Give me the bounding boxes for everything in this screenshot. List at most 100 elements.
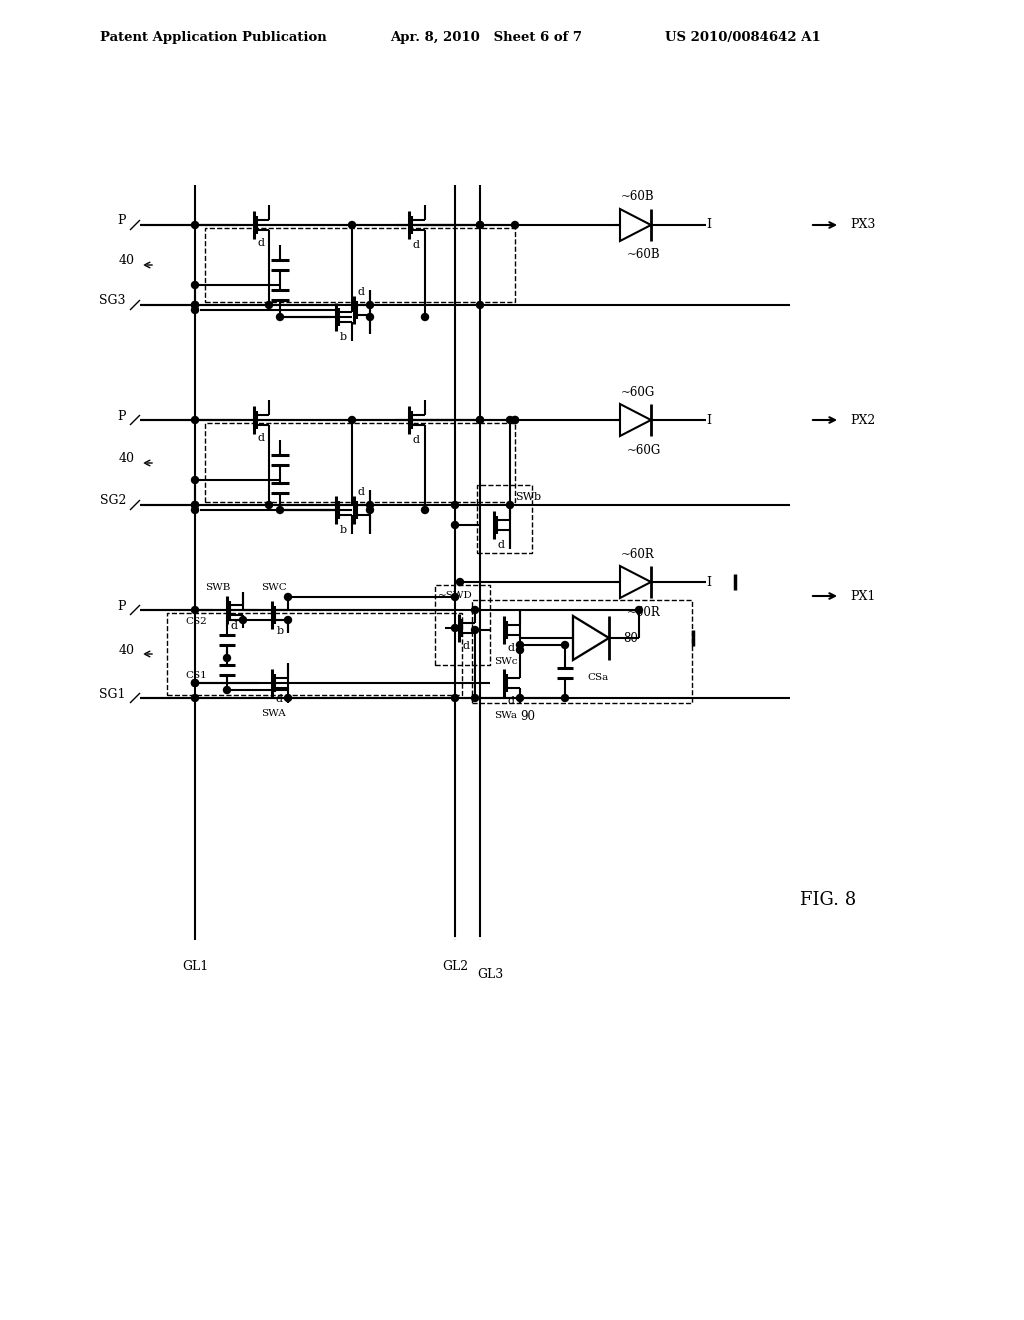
Circle shape [512, 222, 518, 228]
Text: b: b [339, 333, 346, 342]
Circle shape [476, 417, 483, 424]
Text: PX3: PX3 [850, 219, 876, 231]
Circle shape [191, 606, 199, 614]
Circle shape [367, 507, 374, 513]
Circle shape [191, 477, 199, 483]
Circle shape [191, 301, 199, 309]
Text: GL2: GL2 [442, 961, 468, 974]
Circle shape [367, 314, 374, 321]
Bar [205, 228, 515, 302]
Text: ~SWD: ~SWD [437, 591, 472, 601]
Circle shape [507, 502, 513, 508]
Text: I: I [707, 219, 712, 231]
Text: SWA: SWA [261, 709, 287, 718]
Text: ~60R: ~60R [627, 606, 660, 619]
Text: CS2: CS2 [185, 618, 207, 627]
Bar [435, 585, 490, 665]
Text: d: d [508, 696, 514, 706]
Circle shape [561, 694, 568, 701]
Circle shape [452, 694, 459, 701]
Bar [472, 601, 692, 704]
Text: FIG. 8: FIG. 8 [800, 891, 856, 909]
Text: Apr. 8, 2010   Sheet 6 of 7: Apr. 8, 2010 Sheet 6 of 7 [390, 30, 582, 44]
Text: US 2010/0084642 A1: US 2010/0084642 A1 [665, 30, 821, 44]
Circle shape [516, 642, 523, 648]
Circle shape [191, 222, 199, 228]
Text: d: d [357, 487, 365, 498]
Circle shape [452, 594, 459, 601]
Circle shape [265, 301, 272, 309]
Circle shape [452, 521, 459, 528]
Circle shape [276, 314, 284, 321]
Text: d: d [508, 643, 514, 653]
Circle shape [452, 624, 459, 631]
Circle shape [422, 314, 428, 321]
Text: GL1: GL1 [182, 961, 208, 974]
Circle shape [223, 686, 230, 693]
Bar [477, 484, 532, 553]
Circle shape [191, 306, 199, 314]
Circle shape [191, 694, 199, 701]
Circle shape [367, 502, 374, 508]
Text: PX1: PX1 [850, 590, 876, 602]
Circle shape [367, 301, 374, 309]
Circle shape [191, 507, 199, 513]
Circle shape [471, 627, 478, 634]
Circle shape [516, 647, 523, 653]
Circle shape [191, 680, 199, 686]
Circle shape [422, 507, 428, 513]
Text: ~60B: ~60B [627, 248, 660, 261]
Text: I: I [707, 413, 712, 426]
Circle shape [476, 222, 483, 228]
Text: CS1: CS1 [185, 671, 207, 680]
Text: 40: 40 [119, 255, 135, 268]
Text: 40: 40 [119, 453, 135, 466]
Circle shape [276, 507, 284, 513]
Text: d: d [413, 240, 420, 249]
Text: SG3: SG3 [99, 294, 126, 308]
Text: d: d [357, 286, 365, 297]
Circle shape [191, 281, 199, 289]
Text: PX2: PX2 [850, 413, 876, 426]
Text: b: b [276, 626, 284, 636]
Circle shape [223, 655, 230, 661]
Circle shape [476, 222, 483, 228]
Circle shape [452, 502, 459, 508]
Circle shape [265, 502, 272, 508]
Text: ~60G: ~60G [621, 385, 655, 399]
Text: P: P [118, 599, 126, 612]
Circle shape [348, 222, 355, 228]
Text: SWC: SWC [261, 582, 287, 591]
Circle shape [191, 502, 199, 508]
Circle shape [285, 694, 292, 701]
Text: GL3: GL3 [477, 969, 503, 982]
Circle shape [457, 578, 464, 586]
Text: SG1: SG1 [99, 688, 126, 701]
Circle shape [512, 417, 518, 424]
Circle shape [561, 642, 568, 648]
Circle shape [191, 301, 199, 309]
Text: 90: 90 [520, 710, 536, 722]
Text: d: d [257, 238, 264, 248]
Text: d: d [257, 433, 264, 444]
Text: Patent Application Publication: Patent Application Publication [100, 30, 327, 44]
Text: ~60R: ~60R [622, 548, 655, 561]
Text: P: P [118, 214, 126, 227]
Text: 80: 80 [623, 631, 638, 644]
Text: SG2: SG2 [99, 495, 126, 507]
Circle shape [240, 616, 247, 623]
Circle shape [348, 417, 355, 424]
Text: b: b [339, 525, 346, 535]
Text: I: I [707, 576, 712, 589]
Circle shape [507, 417, 513, 424]
Text: d: d [463, 642, 469, 651]
Circle shape [191, 502, 199, 508]
Circle shape [636, 606, 642, 614]
Circle shape [285, 594, 292, 601]
Text: CSa: CSa [587, 673, 608, 682]
Bar [167, 612, 462, 696]
Bar [205, 422, 515, 502]
Circle shape [516, 694, 523, 701]
Text: d: d [413, 436, 420, 445]
Circle shape [512, 417, 518, 424]
